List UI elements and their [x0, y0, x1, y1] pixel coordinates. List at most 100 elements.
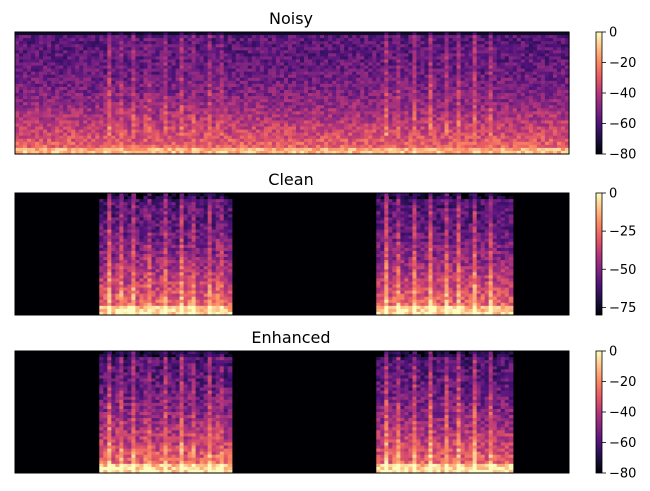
spectrogram-cell: [91, 47, 96, 51]
spectrogram-cell: [59, 138, 64, 143]
spectrogram-cell: [111, 56, 116, 61]
spectrogram-cell: [87, 59, 92, 64]
spectrogram-cell: [123, 35, 128, 39]
spectrogram-cell: [99, 129, 104, 134]
spectrogram-cell: [75, 77, 80, 82]
spectrogram-cell: [47, 35, 52, 39]
spectrogram-cell: [31, 38, 36, 42]
spectrogram-cell: [99, 86, 104, 91]
spectrogram-cell: [135, 77, 141, 82]
spectrogram-cell: [63, 132, 68, 137]
spectrogram-cell: [91, 117, 96, 122]
spectrogram-cell: [43, 35, 48, 39]
spectrogram-cell: [183, 74, 189, 79]
spectrogram-cell: [63, 117, 68, 122]
spectrogram-cell: [163, 135, 169, 140]
spectrogram-cell: [147, 129, 153, 134]
spectrogram-cell: [175, 138, 181, 143]
spectrogram-cell: [107, 129, 112, 134]
spectrogram-cell: [79, 108, 84, 112]
spectrogram-cell: [127, 62, 133, 67]
spectrogram-cell: [131, 123, 137, 128]
spectrogram-cell: [183, 38, 189, 42]
spectrogram-cell: [91, 132, 96, 137]
spectrogram-cell: [99, 108, 104, 112]
spectrogram-cell: [147, 132, 153, 137]
spectrogram-cell: [163, 59, 169, 64]
spectrogram-cell: [155, 147, 161, 152]
spectrogram-cell: [167, 53, 173, 57]
spectrogram-cell: [167, 65, 173, 70]
spectrogram-cell: [79, 89, 84, 94]
spectrogram-cell: [151, 99, 157, 103]
spectrogram-cell: [31, 126, 36, 131]
spectrogram-cell: [43, 38, 48, 42]
spectrogram-cell: [147, 108, 153, 112]
spectrogram-cell: [175, 108, 181, 112]
spectrogram-cell: [163, 132, 169, 137]
spectrogram-cell: [115, 62, 120, 67]
spectrogram-cell: [171, 147, 177, 152]
spectrogram-cell: [163, 117, 169, 122]
spectrogram-cell: [31, 50, 36, 54]
spectrogram-cell: [131, 126, 137, 131]
spectrogram-cell: [39, 56, 44, 61]
spectrogram-cell: [131, 129, 137, 134]
spectrogram-cell: [27, 35, 32, 39]
spectrogram-cell: [43, 59, 48, 64]
spectrogram-cell: [47, 126, 52, 131]
spectrogram-cell: [119, 80, 124, 85]
spectrogram-cell: [59, 74, 64, 79]
spectrogram-cell: [67, 86, 72, 91]
spectrogram-cell: [75, 96, 80, 100]
spectrogram-cell: [71, 71, 76, 76]
spectrogram-cell: [51, 77, 56, 82]
spectrogram-cell: [143, 53, 149, 57]
spectrogram-cell: [163, 108, 169, 112]
spectrogram-cell: [159, 117, 165, 122]
spectrogram-cell: [115, 32, 120, 36]
spectrogram-cell: [171, 111, 177, 115]
spectrogram-cell: [31, 123, 36, 128]
spectrogram-cell: [71, 83, 76, 88]
spectrogram-cell: [31, 35, 36, 39]
spectrogram-cell: [163, 50, 169, 54]
spectrogram-cell: [31, 71, 36, 76]
spectrogram-cell: [155, 35, 161, 39]
spectrogram-cell: [163, 32, 169, 36]
spectrogram-cell: [147, 93, 153, 97]
spectrogram-cell: [147, 77, 153, 82]
spectrogram-cell: [103, 144, 108, 149]
spectrogram-cell: [15, 68, 20, 73]
spectrogram-cell: [59, 117, 64, 122]
spectrogram-cell: [91, 50, 96, 54]
spectrogram-cell: [143, 59, 149, 64]
spectrogram-cell: [127, 41, 133, 45]
spectrogram-cell: [139, 120, 145, 125]
spectrogram-cell: [35, 102, 40, 106]
spectrogram-cell: [155, 141, 161, 146]
spectrogram-cell: [55, 44, 60, 48]
spectrogram-cell: [27, 96, 32, 100]
spectrogram-cell: [163, 105, 169, 109]
spectrogram-cell: [175, 147, 181, 152]
spectrogram-cell: [131, 53, 137, 57]
spectrogram-cell: [111, 86, 116, 91]
spectrogram-cell: [179, 68, 185, 73]
spectrogram-cell: [131, 132, 137, 137]
spectrogram-cell: [63, 99, 68, 103]
spectrogram-cell: [103, 135, 108, 140]
spectrogram-cell: [59, 135, 64, 140]
spectrogram-cell: [175, 56, 181, 61]
spectrogram-cell: [87, 35, 92, 39]
spectrogram-cell: [79, 150, 84, 155]
spectrogram-cell: [167, 99, 173, 103]
spectrogram-cell: [139, 150, 145, 155]
spectrogram-cell: [19, 114, 24, 118]
spectrogram-cell: [151, 71, 157, 76]
spectrogram-cell: [143, 117, 149, 122]
spectrogram-cell: [31, 86, 36, 91]
spectrogram-cell: [35, 147, 40, 152]
spectrogram-cell: [155, 47, 161, 51]
spectrogram-cell: [27, 132, 32, 137]
